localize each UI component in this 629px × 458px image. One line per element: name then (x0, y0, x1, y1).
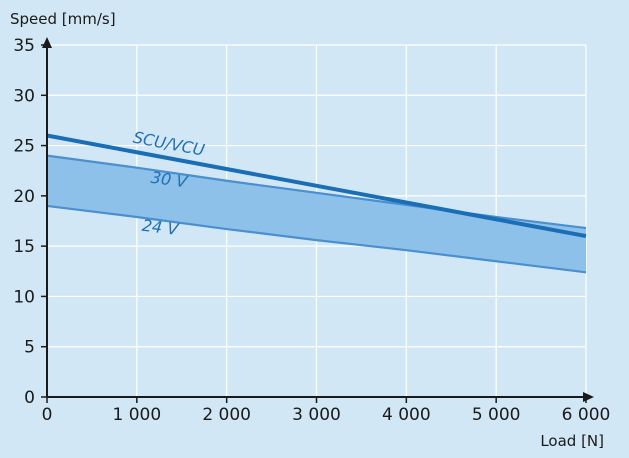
x-axis-arrow (583, 392, 594, 402)
y-tick-label-2: 10 (13, 287, 35, 307)
voltage-range-band (47, 155, 586, 273)
y-tick-label-3: 15 (13, 237, 35, 257)
series-line-2 (46, 204, 587, 274)
x-axis-ticks: 0 1 000 2 000 3 000 4 000 5 000 6 000 (42, 397, 611, 425)
y-axis-title: Speed [mm/s] (10, 10, 116, 28)
y-axis-arrow (42, 37, 52, 48)
x-tick-label-5: 5 000 (472, 405, 521, 425)
x-axis-title: Load [N] (540, 432, 604, 450)
series-line-1 (46, 154, 587, 230)
y-tick-label-4: 20 (13, 187, 35, 207)
x-tick-label-4: 4 000 (382, 405, 431, 425)
series-label-30v: 30 V (150, 168, 190, 192)
x-tick-label-2: 2 000 (202, 405, 251, 425)
y-tick-label-7: 35 (13, 36, 35, 56)
y-tick-label-6: 30 (13, 86, 35, 106)
series-label-24v: 24 V (141, 216, 180, 239)
x-tick-label-0: 0 (42, 405, 53, 425)
y-tick-label-5: 25 (13, 137, 35, 157)
x-tick-label-1: 1 000 (112, 405, 161, 425)
x-tick-label-6: 6 000 (562, 405, 611, 425)
x-tick-label-3: 3 000 (292, 405, 341, 425)
y-tick-label-1: 5 (24, 338, 35, 358)
y-tick-label-0: 0 (24, 388, 35, 408)
series-line-0 (46, 133, 587, 239)
series-lines (46, 133, 587, 274)
y-axis-ticks: 0 5 10 15 20 25 30 35 (13, 36, 47, 408)
